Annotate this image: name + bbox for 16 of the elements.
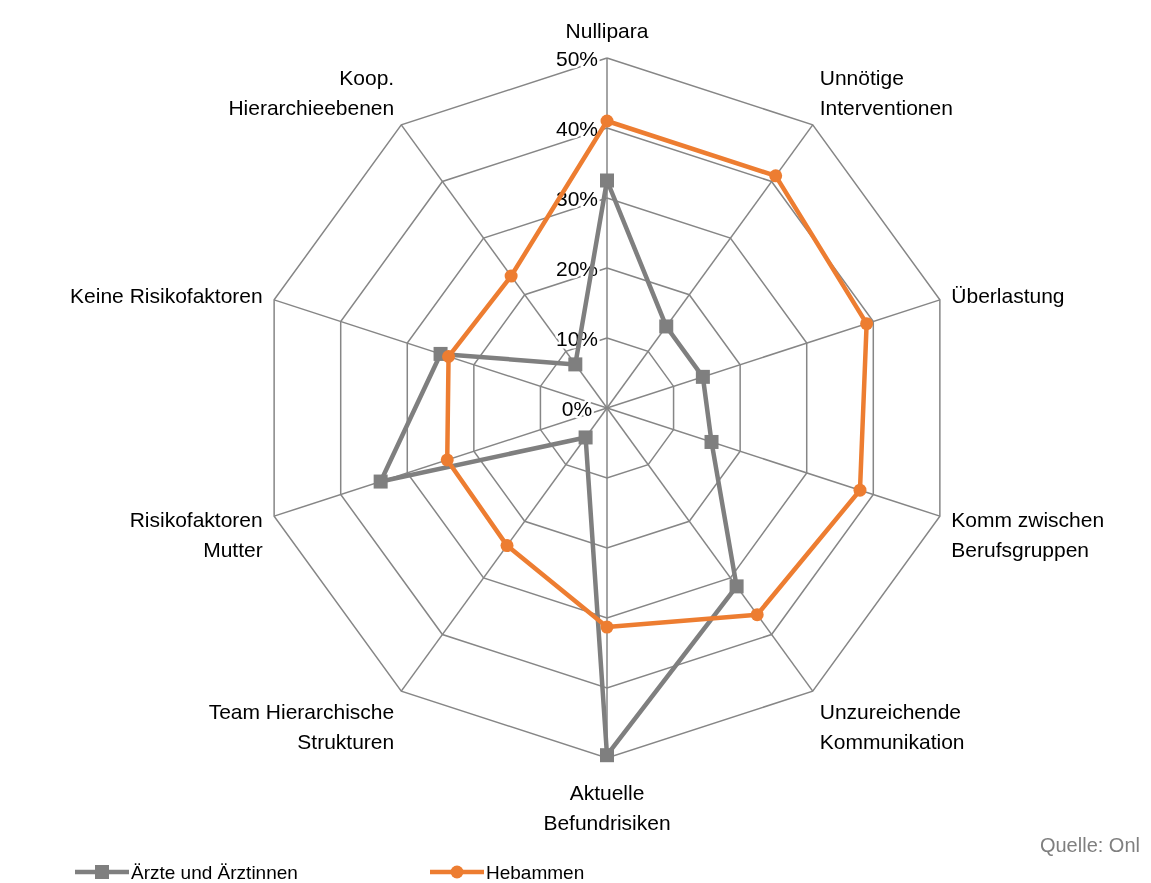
y-tick-label: 50%	[555, 47, 599, 70]
spoke-label: Team Hierarchische Strukturen	[208, 699, 395, 753]
spoke-label: Überlastung	[951, 284, 1065, 308]
spoke-label: Aktuelle Befundrisiken	[543, 781, 671, 834]
y-tick-label: 40%	[555, 117, 599, 140]
y-tick-label: 0%	[561, 397, 593, 420]
spoke-label: Risikofaktoren Mutter	[129, 507, 263, 561]
spoke-label: Unzureichende Kommunikation	[819, 699, 965, 753]
spoke-label: Keine Risikofaktoren	[70, 284, 263, 308]
spoke-label: Nullipara	[565, 19, 649, 42]
legend-label: Ärzte und Ärztinnen	[131, 862, 298, 883]
spoke-label: Koop. Hierarchieebenen	[228, 66, 395, 120]
legend-label: Hebammen	[486, 862, 585, 883]
spoke-label: Unnötige Interventionen	[819, 66, 953, 120]
source-note: Quelle: Onl	[1039, 834, 1140, 856]
spoke-label: Komm zwischen Berufsgruppen	[951, 507, 1105, 561]
